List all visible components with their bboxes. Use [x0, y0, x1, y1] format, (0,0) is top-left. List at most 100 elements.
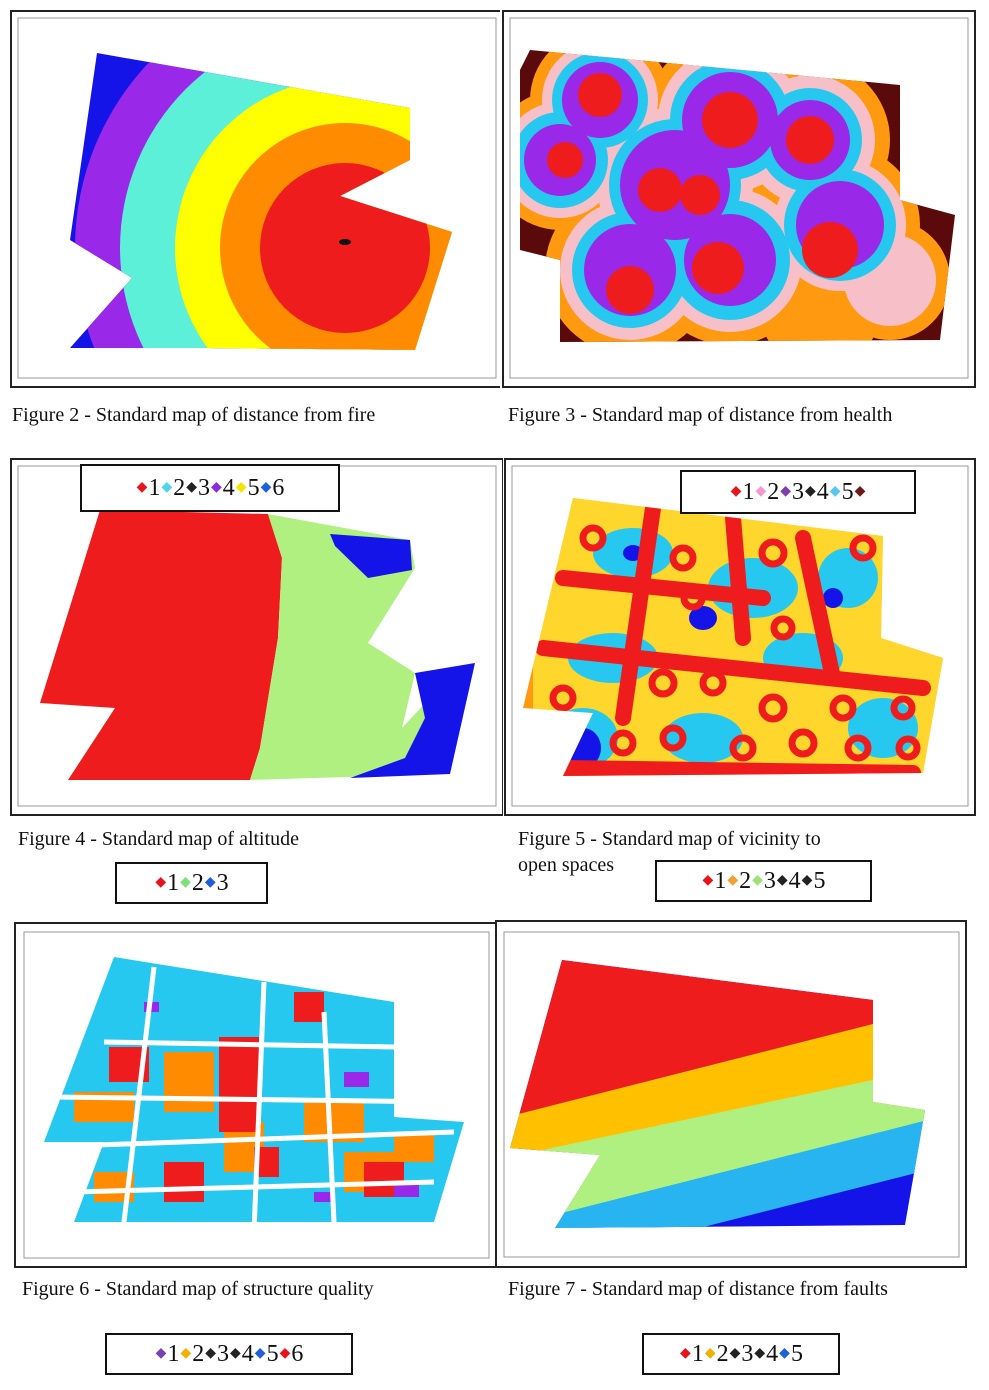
figure-5-caption-line-2: open spaces [518, 854, 615, 876]
legend-item: ◆ 5 [254, 1341, 279, 1368]
legend-label: 5 [841, 478, 854, 505]
legend-label: 1 [691, 1340, 704, 1367]
figure-7-bottom-legend: ◆ 1 ◆ 2 ◆ 3 ◆ 4 ◆ 5 [642, 1333, 840, 1375]
legend-label: 4 [788, 867, 801, 894]
legend-item: ◆ 3 [185, 475, 210, 502]
legend-label: 2 [739, 867, 752, 894]
legend-item: ◆ 5 [235, 475, 260, 502]
legend-label: 3 [217, 1340, 229, 1367]
legend-item: ◆ 6 [279, 1341, 304, 1368]
legend-label: 2 [192, 1340, 205, 1367]
legend-marker-icon: ◆ [805, 483, 816, 499]
figure-2-caption: Figure 2 - Standard map of distance from… [12, 404, 376, 426]
legend-item: ◆ 1 [154, 870, 179, 897]
legend-label: 3 [792, 478, 804, 505]
figure-7-panel [495, 920, 967, 1270]
legend-label: 6 [291, 1340, 304, 1367]
legend-marker-icon: ◆ [155, 1345, 167, 1361]
figure-5-panel [503, 458, 978, 818]
legend-marker-icon: ◆ [730, 483, 742, 499]
figure-6-bottom-legend: ◆ 1 ◆ 2 ◆ 3 ◆ 4 ◆ 5 ◆ 6 [105, 1333, 353, 1375]
legend-item: ◆ 1 [702, 868, 727, 895]
legend-marker-icon: ◆ [754, 1345, 766, 1361]
legend-marker-icon: ◆ [776, 872, 788, 888]
legend-marker-icon: ◆ [180, 874, 191, 890]
legend-marker-icon: ◆ [752, 872, 763, 888]
figure-2-map [10, 10, 504, 388]
legend-marker-icon: ◆ [254, 1345, 266, 1361]
legend-marker-icon: ◆ [704, 1345, 716, 1361]
figure-4-caption: Figure 4 - Standard map of altitude [18, 828, 300, 850]
legend-marker-icon: ◆ [680, 1345, 691, 1361]
legend-item: ◆ 2 [704, 1341, 729, 1368]
legend-item: ◆ 1 [679, 1341, 704, 1368]
legend-marker-icon: ◆ [235, 479, 247, 495]
legend-marker-icon: ◆ [801, 872, 813, 888]
legend-marker-icon: ◆ [204, 874, 216, 890]
legend-item: ◆ 3 [204, 1341, 229, 1368]
legend-item: ◆ 4 [229, 1341, 254, 1368]
legend-marker-icon: ◆ [780, 483, 791, 499]
legend-item: ◆ 5 [801, 868, 826, 895]
legend-label: 6 [272, 474, 285, 501]
figure-4-map [10, 458, 504, 816]
legend-marker-icon: ◆ [230, 1345, 241, 1361]
legend-marker-icon: ◆ [211, 479, 222, 495]
legend-item: ◆ 1 [136, 475, 161, 502]
legend-item: ◆ 5 [778, 1341, 803, 1368]
figure-5-caption-line-1: Figure 5 - Standard map of vicinity to [518, 828, 821, 850]
legend-item: ◆ 1 [730, 479, 755, 506]
figure-5-top-legend: ◆ 1 ◆ 2 ◆ 3 ◆ 4 ◆ 5 ◆ [680, 470, 916, 514]
legend-item: ◆ [854, 484, 867, 501]
figure-5-bottom-legend: ◆ 1 ◆ 2 ◆ 3 ◆ 4 ◆ 5 [655, 860, 872, 902]
legend-label: 1 [714, 867, 727, 894]
legend-label: 2 [191, 869, 204, 896]
legend-label: 3 [741, 1340, 754, 1367]
legend-label: 4 [241, 1340, 254, 1367]
legend-label: 1 [148, 474, 161, 501]
legend-label: 3 [198, 474, 210, 501]
legend-item: ◆ 4 [210, 475, 235, 502]
legend-item: ◆ 1 [155, 1341, 180, 1368]
legend-marker-icon: ◆ [186, 479, 197, 495]
legend-item: ◆ 3 [751, 868, 776, 895]
legend-item: ◆ 2 [726, 868, 751, 895]
legend-label: 1 [167, 1340, 180, 1367]
legend-label: 3 [216, 869, 229, 896]
figure-3-panel [500, 10, 978, 390]
figure-7-map [495, 920, 967, 1268]
figure-4-bottom-legend: ◆ 1 ◆ 2 ◆ 3 [115, 862, 268, 904]
legend-marker-icon: ◆ [727, 872, 739, 888]
legend-marker-icon: ◆ [729, 1345, 741, 1361]
figure-6-panel [14, 922, 498, 1270]
legend-item: ◆ 3 [779, 479, 804, 506]
legend-label: 5 [266, 1340, 279, 1367]
legend-label: 2 [767, 478, 780, 505]
legend-label: 5 [790, 1340, 803, 1367]
legend-item: ◆ 6 [260, 475, 285, 502]
legend-label: 2 [716, 1340, 729, 1367]
legend-item: ◆ 2 [160, 475, 185, 502]
legend-item: ◆ 5 [829, 479, 854, 506]
legend-marker-icon: ◆ [155, 874, 167, 890]
legend-marker-icon: ◆ [279, 1345, 291, 1361]
figure-6-caption: Figure 6 - Standard map of structure qua… [22, 1278, 374, 1300]
legend-item: ◆ 2 [179, 870, 204, 897]
figure-2-panel [10, 10, 505, 390]
figure-6-map [14, 922, 498, 1268]
legend-item: ◆ 4 [804, 479, 829, 506]
legend-marker-icon: ◆ [161, 479, 173, 495]
legend-marker-icon: ◆ [205, 1345, 216, 1361]
legend-marker-icon: ◆ [180, 1345, 192, 1361]
legend-marker-icon: ◆ [779, 1345, 790, 1361]
legend-item: ◆ 4 [753, 1341, 778, 1368]
legend-item: ◆ 3 [204, 870, 229, 897]
legend-marker-icon: ◆ [136, 479, 148, 495]
legend-label: 5 [813, 867, 826, 894]
legend-label: 3 [763, 867, 776, 894]
legend-marker-icon: ◆ [829, 483, 841, 499]
legend-item: ◆ 4 [776, 868, 801, 895]
figure-7-caption: Figure 7 - Standard map of distance from… [508, 1278, 888, 1300]
legend-label: 4 [766, 1340, 779, 1367]
legend-item: ◆ 2 [754, 479, 779, 506]
